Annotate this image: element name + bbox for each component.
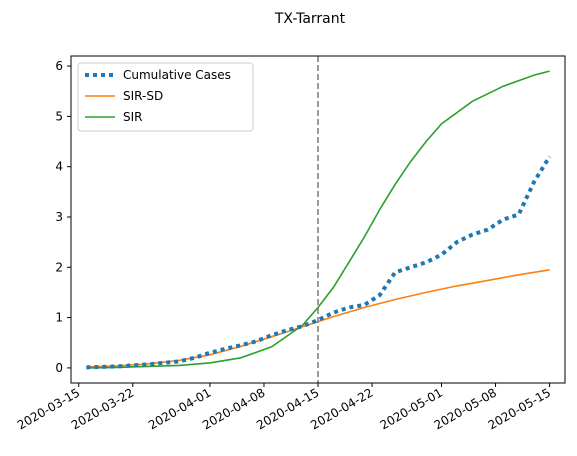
chart-title: TX-Tarrant (274, 11, 346, 27)
legend-label: Cumulative Cases (123, 68, 231, 82)
y-tick-label: 1 (55, 311, 63, 325)
y-tick-label: 0 (55, 361, 63, 375)
series-line-cumulative-cases (86, 155, 552, 370)
series-line-sir (86, 70, 550, 369)
y-tick-label: 3 (55, 210, 63, 224)
y-tick-label: 6 (55, 59, 63, 73)
y-tick-label: 2 (55, 260, 63, 274)
y-tick-label: 4 (55, 160, 63, 174)
y-axis-ticks: 0 1 2 3 4 5 6 (55, 59, 71, 375)
legend: Cumulative Cases SIR-SD SIR (77, 62, 254, 132)
legend-label: SIR-SD (123, 89, 163, 103)
legend-box (77, 62, 254, 132)
legend-label: SIR (123, 110, 143, 124)
y-tick-label: 5 (55, 109, 63, 123)
